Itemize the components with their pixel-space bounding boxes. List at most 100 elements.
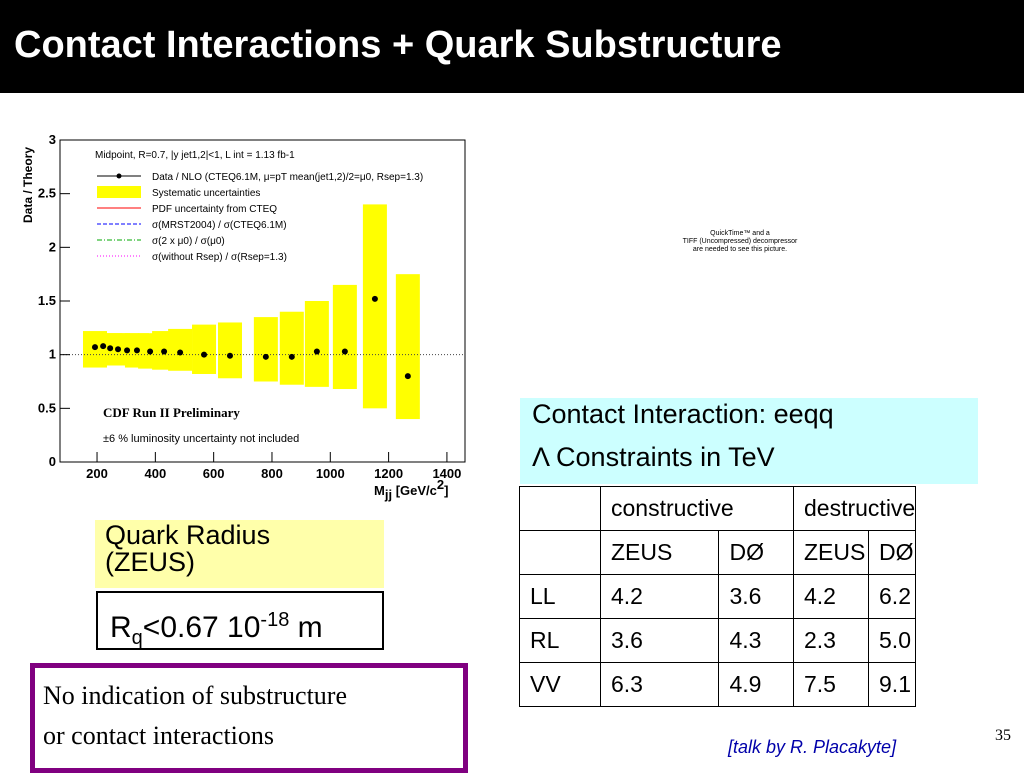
text: m [289,611,323,644]
data-point [133,347,140,354]
data-point [226,352,233,359]
label-part: [GeV/c [392,483,437,498]
table-cell: 4.9 [718,662,794,707]
table-row: VV 6.3 4.9 7.5 9.1 [519,662,917,707]
table-cell: 9.1 [868,662,917,707]
placeholder-text: TIFF (Uncompressed) decompressor [682,238,798,245]
slide-title: Contact Interactions + Quark Substructur… [14,24,782,66]
y-tick-label: 0.5 [38,400,56,415]
table-cell: 3.6 [599,618,720,663]
table-cell: 6.3 [599,662,720,707]
sub-header: DØ [718,530,794,575]
x-tick-label: 1000 [316,466,345,481]
caption-line: Λ Constraints in TeV [532,442,775,472]
note-box: No indication of substructure or contact… [30,663,468,773]
placeholder-text: are needed to see this picture. [692,246,788,253]
table-cell: 4.2 [792,574,870,619]
x-tick-label: 400 [144,466,166,481]
legend-label: σ(without Rsep) / σ(Rsep=1.3) [152,252,287,263]
y-tick-label: 2 [49,239,56,254]
legend-label: PDF uncertainty from CTEQ [152,204,277,215]
table-cell: 5.0 [868,618,917,663]
header-bar [0,0,1024,93]
y-tick-label: 1.5 [38,293,56,308]
page-number: 35 [995,727,1011,744]
uncertainty-band [332,284,357,390]
data-point [313,348,320,355]
legend-marker [97,186,141,198]
label-part: ] [444,483,448,498]
x-tick-label: 1400 [432,466,461,481]
table-cell: RL [519,618,601,663]
data-point [107,345,114,352]
table-cell: LL [519,574,601,619]
x-axis-label: Mjj [GeV/c2] [374,477,448,502]
label-part: M [374,483,385,498]
uncertainty-band [362,204,387,409]
uncertainty-band [304,301,329,387]
data-point [404,373,411,380]
table: constructive destructive ZEUS DØ ZEUS DØ LL 4… [519,486,917,707]
uncertainty-band [253,317,278,382]
note-line: No indication of substructure [43,681,347,710]
y-tick-label: 1 [49,347,56,362]
label-line: (ZEUS) [105,547,195,577]
table-cell: 4.2 [599,574,720,619]
data-point [371,295,378,302]
value-box: Rq<0.67 10-18 m [96,591,384,650]
data-point [147,348,154,355]
uncertainty-band [279,311,304,385]
chart: 0 0.5 1 1.5 2 2.5 3 200 400 600 800 1000 1200 1400 Dat… [21,132,466,502]
note-line: or contact interactions [43,721,275,750]
sub-header: ZEUS [599,530,720,575]
text: <0.67 10 [142,611,261,644]
sub-header: ZEUS [792,530,870,575]
legend-label: Systematic uncertainties [152,188,260,199]
data-point [115,346,122,353]
x-tick-label: 800 [261,466,283,481]
annotation: ±6 % luminosity uncertainty not included [103,433,299,445]
table-cell: 4.3 [718,618,794,663]
label-line: Quark Radius [105,520,271,550]
caption-line: Contact Interaction: eeqq [532,399,834,429]
table-cell: 6.2 [868,574,917,619]
uncertainty-band [395,274,420,420]
data-point [161,348,168,355]
sub-header: DØ [868,530,917,575]
y-axis-label: Data / Theory [21,147,35,223]
data-point [100,343,107,350]
y-tick-label: 3 [49,132,56,147]
x-tick-label: 200 [86,466,108,481]
table-row: LL 4.2 3.6 4.2 6.2 [519,574,917,619]
data-point [201,351,208,358]
placeholder-text: QuickTime™ and a [710,230,770,237]
data-point [262,353,269,360]
data-point [124,347,131,354]
annotation: CDF Run II Preliminary [103,405,240,420]
group-header: destructive [792,486,917,531]
data-point [288,353,295,360]
table-cell: VV [519,662,601,707]
table-cell: 3.6 [718,574,794,619]
table-cell: 7.5 [792,662,870,707]
text: q [131,627,143,649]
legend-label: Data / NLO (CTEQ6.1M, μ=pT mean(jet1,2)/… [152,172,423,183]
group-header: constructive [600,486,794,531]
text: -18 [260,609,290,631]
y-tick-label: 0 [49,454,56,469]
x-tick-label: 600 [203,466,225,481]
chart-header: Midpoint, R=0.7, |y jet1,2|<1, L int = 1… [95,150,295,161]
x-tick-label: 1200 [374,466,403,481]
table-cell: 2.3 [792,618,870,663]
uncertainty-band [192,324,217,374]
data-point [91,344,98,351]
table-row: RL 3.6 4.3 2.3 5.0 [519,618,917,663]
label-part: 2 [437,477,444,492]
data-point [177,349,184,356]
label-part: jj [384,487,392,502]
uncertainty-band [217,322,242,379]
text: R [110,611,132,644]
label-box: Quark Radius (ZEUS) [95,520,384,588]
y-tick-label: 2.5 [38,186,56,201]
